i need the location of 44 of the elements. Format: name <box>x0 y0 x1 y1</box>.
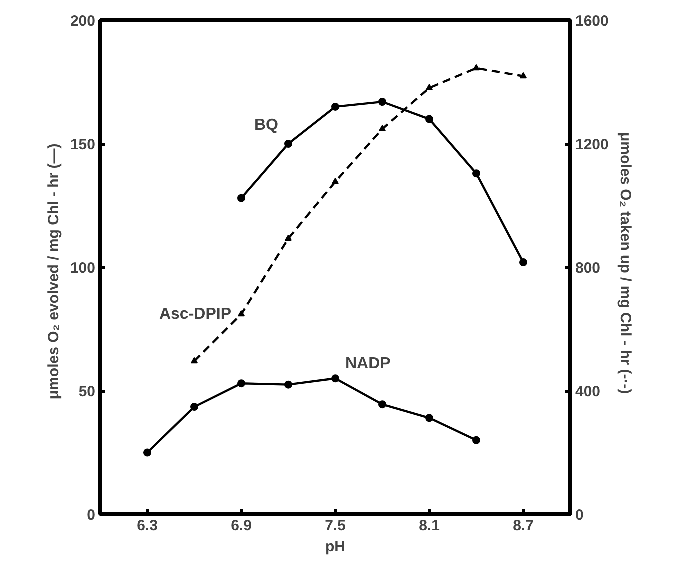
y2-tick-label: 800 <box>576 260 601 277</box>
x-tick-label: 6.9 <box>231 518 252 534</box>
series-label: NADP <box>346 356 392 373</box>
x-tick-label: 7.5 <box>325 518 346 534</box>
point <box>284 380 292 389</box>
y-tick-label: 150 <box>70 136 96 154</box>
series-label: BQ <box>254 117 278 134</box>
point <box>472 436 480 444</box>
y-tick-label: 200 <box>70 13 96 30</box>
y-axis-title: μmoles O₂ evolved / mg Chl - hr (—) <box>45 144 62 400</box>
y2-tick-label: 400 <box>576 384 601 400</box>
point <box>191 357 198 364</box>
point <box>520 258 528 267</box>
point <box>332 102 340 111</box>
point <box>238 380 246 388</box>
point <box>144 448 152 457</box>
point <box>285 234 292 242</box>
y-tick-label: 50 <box>78 384 96 400</box>
y-tick-label: 0 <box>87 507 96 524</box>
x-axis-title: pH <box>326 538 346 556</box>
point <box>190 403 198 412</box>
point <box>473 64 480 71</box>
point <box>520 72 527 79</box>
y-tick-label: 100 <box>70 260 96 277</box>
x-tick-label: 8.7 <box>513 518 534 534</box>
point <box>426 115 434 124</box>
y2-tick-label: 0 <box>576 507 584 524</box>
y2-tick-label: 1200 <box>576 136 609 154</box>
point <box>426 84 433 90</box>
y2-axis-title: μmoles O₂ taken up / mg Chl - hr (-·-) <box>616 132 634 394</box>
point <box>378 98 386 106</box>
point <box>472 170 480 178</box>
point <box>284 140 292 148</box>
x-tick-label: 8.1 <box>419 518 440 534</box>
point <box>332 178 339 184</box>
x-tick-label: 6.3 <box>137 518 158 534</box>
series-label: Asc-DPIP <box>159 306 232 323</box>
point <box>379 125 386 132</box>
point <box>238 194 246 202</box>
point <box>238 310 245 317</box>
point <box>426 414 434 422</box>
point <box>332 374 340 383</box>
point <box>378 400 386 409</box>
y2-tick-label: 1600 <box>576 13 609 30</box>
